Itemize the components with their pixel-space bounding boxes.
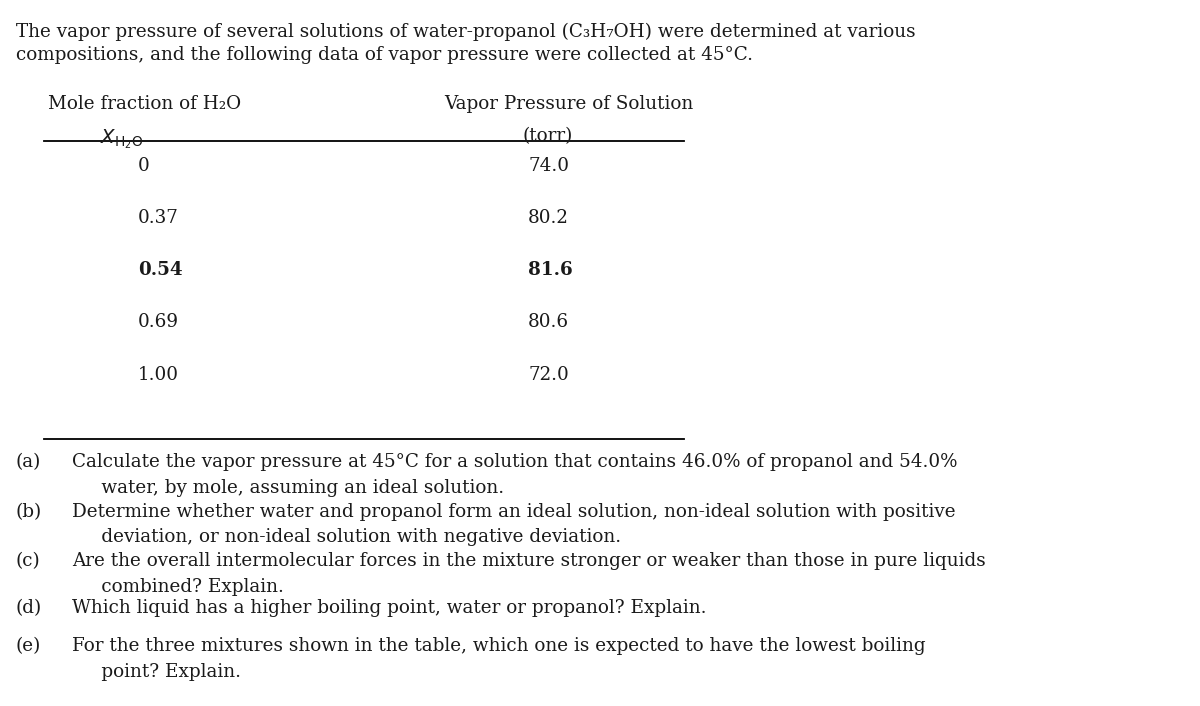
Text: Are the overall intermolecular forces in the mixture stronger or weaker than tho: Are the overall intermolecular forces in… xyxy=(72,552,985,596)
Text: 72.0: 72.0 xyxy=(528,366,569,383)
Text: Calculate the vapor pressure at 45°C for a solution that contains 46.0% of propa: Calculate the vapor pressure at 45°C for… xyxy=(72,453,958,497)
Text: 0: 0 xyxy=(138,157,150,174)
Text: For the three mixtures shown in the table, which one is expected to have the low: For the three mixtures shown in the tabl… xyxy=(72,637,925,681)
Text: Determine whether water and propanol form an ideal solution, non-ideal solution : Determine whether water and propanol for… xyxy=(72,503,955,546)
Text: 80.2: 80.2 xyxy=(528,209,569,227)
Text: 0.54: 0.54 xyxy=(138,261,182,279)
Text: (e): (e) xyxy=(16,637,41,654)
Text: 74.0: 74.0 xyxy=(528,157,569,174)
Text: Mole fraction of H₂O: Mole fraction of H₂O xyxy=(48,95,241,113)
Text: (d): (d) xyxy=(16,599,42,616)
Text: (torr): (torr) xyxy=(522,127,572,145)
Text: compositions, and the following data of vapor pressure were collected at 45°C.: compositions, and the following data of … xyxy=(16,46,752,64)
Text: 80.6: 80.6 xyxy=(528,313,569,331)
Text: (b): (b) xyxy=(16,503,42,520)
Text: 0.37: 0.37 xyxy=(138,209,179,227)
Text: 81.6: 81.6 xyxy=(528,261,572,279)
Text: $X_{\mathrm{H_2O}}$: $X_{\mathrm{H_2O}}$ xyxy=(100,127,143,150)
Text: The vapor pressure of several solutions of water-propanol (C₃H₇OH) were determin: The vapor pressure of several solutions … xyxy=(16,23,916,41)
Text: 0.69: 0.69 xyxy=(138,313,179,331)
Text: Vapor Pressure of Solution: Vapor Pressure of Solution xyxy=(444,95,694,113)
Text: (c): (c) xyxy=(16,552,41,570)
Text: (a): (a) xyxy=(16,453,41,471)
Text: 1.00: 1.00 xyxy=(138,366,179,383)
Text: Which liquid has a higher boiling point, water or propanol? Explain.: Which liquid has a higher boiling point,… xyxy=(72,599,707,616)
